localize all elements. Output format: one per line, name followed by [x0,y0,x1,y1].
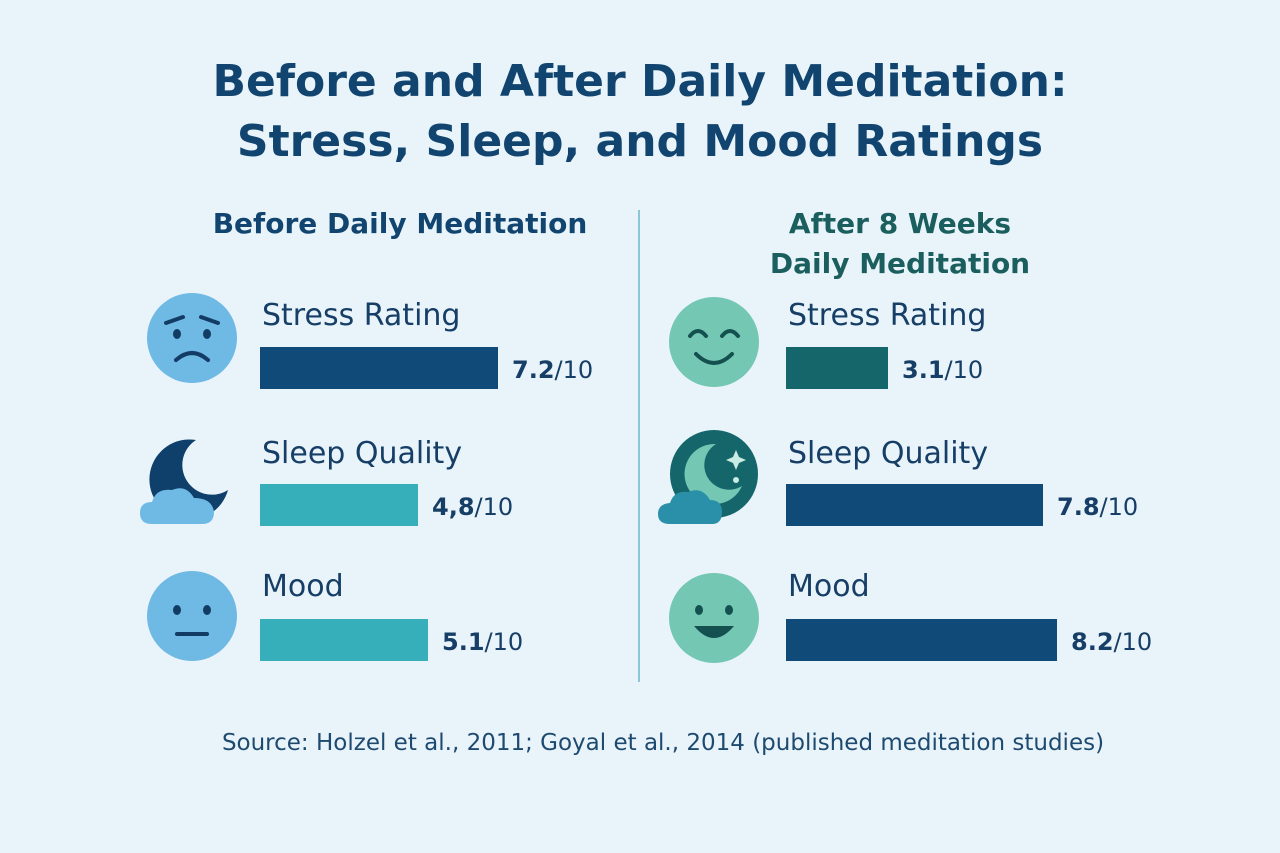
chart-title-line-2: Stress, Sleep, and Mood Ratings [236,116,1044,167]
after-sleep-value-number: 7.8 [1057,493,1100,521]
after-stress-value-number: 3.1 [902,356,945,384]
after-sleep-value-suffix: /10 [1099,493,1139,521]
before-mood-label: Mood [262,569,344,604]
panel-divider [638,210,640,682]
before-mood-bar [260,619,428,661]
after-mood-label: Mood [788,569,870,604]
source-note: Source: Holzel et al., 2011; Goyal et al… [221,730,1105,756]
after-mood-value-number: 8.2 [1071,628,1114,656]
before-stress-label: Stress Rating [262,298,461,333]
worried-face-icon [147,293,237,383]
moon-star-cloud-icon [658,430,758,524]
after-mood-value-suffix: /10 [1113,628,1153,656]
after-panel-heading-line-2: Daily Meditation [769,247,1031,280]
moon-cloud-icon [140,439,228,524]
after-panel-heading: After 8 Weeks Daily Meditation [700,204,1100,284]
chart-title: Before and After Daily Meditation: Stres… [0,52,1280,172]
before-mood-value-number: 5.1 [442,628,485,656]
happy-face-icon [669,573,759,663]
neutral-face-icon [147,571,237,661]
before-mood-value-suffix: /10 [484,628,524,656]
before-stress-value: 7.2/10 [512,355,593,385]
before-stress-value-number: 7.2 [512,356,555,384]
before-sleep-value-suffix: /10 [474,493,514,521]
after-sleep-label: Sleep Quality [788,436,989,471]
after-sleep-bar [786,484,1043,526]
before-sleep-bar [260,484,418,526]
before-mood-value: 5.1/10 [442,627,523,657]
before-panel-heading-line-1: Before Daily Meditation [212,207,588,240]
after-mood-value: 8.2/10 [1071,627,1152,657]
before-sleep-label: Sleep Quality [262,436,463,471]
after-sleep-value: 7.8/10 [1057,492,1138,522]
after-panel-heading-line-1: After 8 Weeks [788,207,1012,240]
chart-title-line-1: Before and After Daily Meditation: [212,56,1068,107]
before-sleep-value: 4,8/10 [432,492,513,522]
before-panel-heading: Before Daily Meditation [190,204,610,244]
after-stress-bar [786,347,888,389]
after-stress-value-suffix: /10 [944,356,984,384]
before-stress-bar [260,347,498,389]
after-stress-value: 3.1/10 [902,355,983,385]
after-stress-label: Stress Rating [788,298,987,333]
smiling-face-icon [669,297,759,387]
after-mood-bar [786,619,1057,661]
before-stress-value-suffix: /10 [554,356,594,384]
before-sleep-value-number: 4,8 [432,493,475,521]
